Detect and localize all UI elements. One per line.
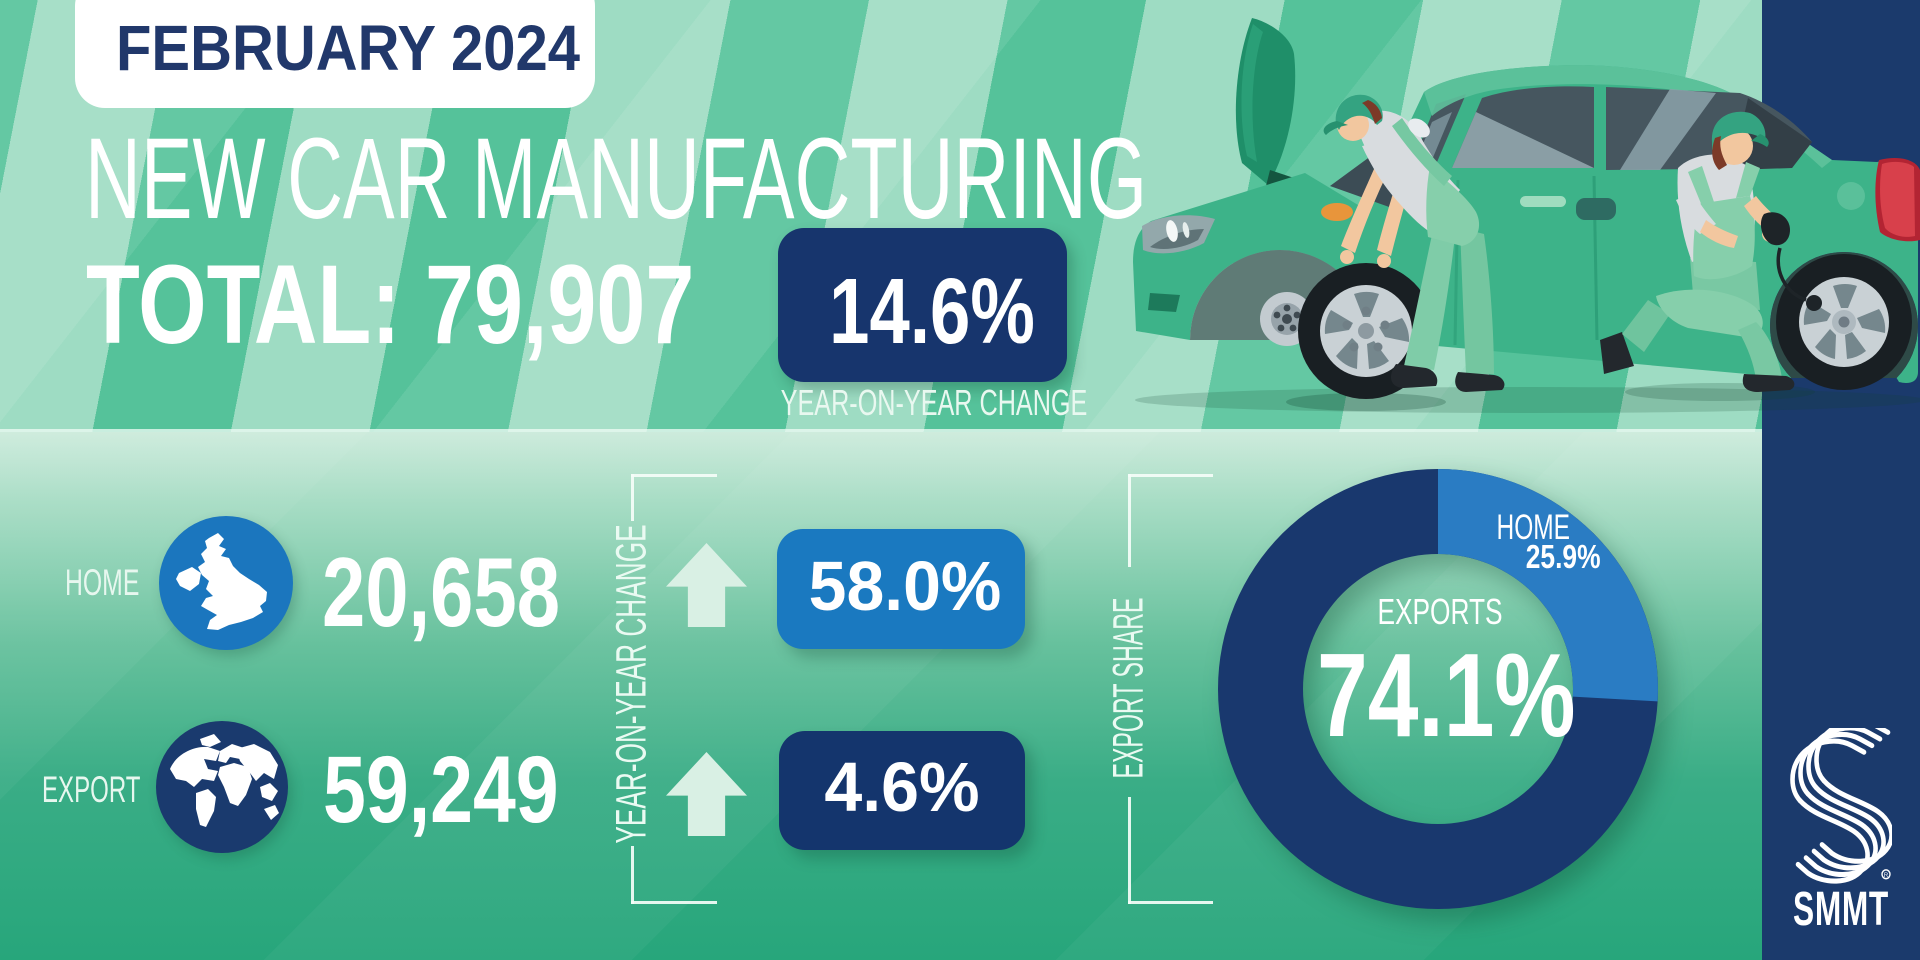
svg-text:R: R xyxy=(1884,872,1889,879)
